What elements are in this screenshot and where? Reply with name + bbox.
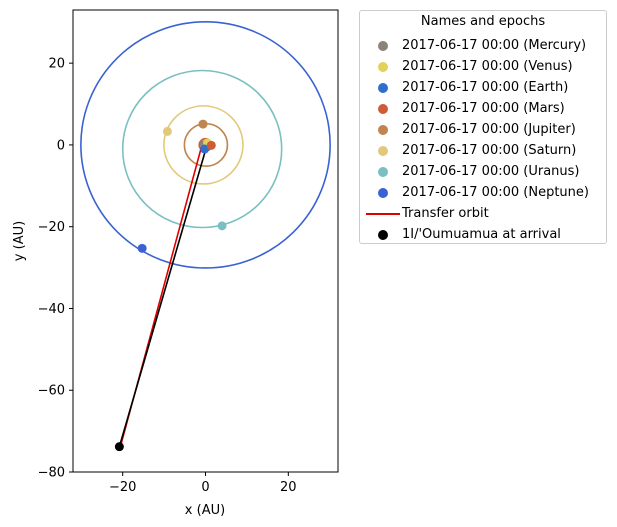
legend-item-transfer-orbit: Transfer orbit <box>364 203 489 224</box>
legend: Names and epochs 2017-06-17 00:00 (Mercu… <box>359 10 607 244</box>
legend-label: 1I/'Oumuamua at arrival <box>402 227 561 242</box>
point-2017-06-17-00-00-neptune <box>137 243 147 253</box>
point-2017-06-17-00-00-mars <box>206 140 216 150</box>
point-2017-06-17-00-00-saturn <box>162 126 172 136</box>
legend-marker <box>364 119 400 140</box>
y-tick-label: 0 <box>57 138 65 153</box>
x-tick-label: 20 <box>280 480 297 495</box>
legend-item-2017-06-17-00-00-venus: 2017-06-17 00:00 (Venus) <box>364 56 573 77</box>
y-ticks: 20 0 −20 −40 −60 −80 <box>38 57 73 481</box>
x-tick-label: 0 <box>201 480 209 495</box>
legend-marker <box>364 224 400 245</box>
legend-item-2017-06-17-00-00-saturn: 2017-06-17 00:00 (Saturn) <box>364 140 576 161</box>
orbit-uranus <box>121 69 283 229</box>
legend-label: 2017-06-17 00:00 (Jupiter) <box>402 122 576 137</box>
line-layer <box>118 145 207 447</box>
legend-item-2017-06-17-00-00-neptune: 2017-06-17 00:00 (Neptune) <box>364 182 589 203</box>
legend-marker <box>364 77 400 98</box>
legend-marker <box>364 140 400 161</box>
legend-item-2017-06-17-00-00-jupiter: 2017-06-17 00:00 (Jupiter) <box>364 119 576 140</box>
y-tick-label: −60 <box>38 384 65 399</box>
legend-marker <box>364 98 400 119</box>
legend-label: 2017-06-17 00:00 (Earth) <box>402 80 569 95</box>
axes-frame <box>72 9 339 473</box>
y-tick-label: −80 <box>38 466 65 481</box>
legend-label: 2017-06-17 00:00 (Uranus) <box>402 164 580 179</box>
y-tick-label: −20 <box>38 220 65 235</box>
legend-label: 2017-06-17 00:00 (Neptune) <box>402 185 589 200</box>
legend-marker <box>364 203 400 224</box>
legend-label: Transfer orbit <box>402 206 489 221</box>
legend-marker <box>364 161 400 182</box>
legend-item-1i-oumuamua-at-arrival: 1I/'Oumuamua at arrival <box>364 224 561 245</box>
legend-item-2017-06-17-00-00-mercury: 2017-06-17 00:00 (Mercury) <box>364 35 586 56</box>
point-layer <box>114 119 227 452</box>
legend-label: 2017-06-17 00:00 (Venus) <box>402 59 573 74</box>
legend-item-2017-06-17-00-00-earth: 2017-06-17 00:00 (Earth) <box>364 77 568 98</box>
y-axis-label: y (AU) <box>12 221 27 261</box>
y-tick-label: 20 <box>48 57 65 72</box>
point-2017-06-17-00-00-uranus <box>217 221 227 231</box>
y-tick-label: −40 <box>38 302 65 317</box>
legend-marker <box>364 35 400 56</box>
legend-label: 2017-06-17 00:00 (Saturn) <box>402 143 577 158</box>
point-1i-oumuamua-at-arrival <box>114 442 124 452</box>
x-axis-label: x (AU) <box>185 503 225 518</box>
legend-marker <box>364 56 400 77</box>
orbit-saturn <box>163 105 244 185</box>
legend-label: 2017-06-17 00:00 (Mercury) <box>402 38 587 53</box>
legend-marker <box>364 182 400 203</box>
x-ticks: −20 0 20 <box>109 472 297 495</box>
legend-item-2017-06-17-00-00-uranus: 2017-06-17 00:00 (Uranus) <box>364 161 580 182</box>
oumuamua-trajectory <box>118 150 207 447</box>
point-2017-06-17-00-00-earth <box>200 144 210 154</box>
legend-label: 2017-06-17 00:00 (Mars) <box>402 101 565 116</box>
legend-item-2017-06-17-00-00-mars: 2017-06-17 00:00 (Mars) <box>364 98 565 119</box>
orbit-neptune <box>80 21 331 269</box>
x-tick-label: −20 <box>109 480 136 495</box>
legend-title: Names and epochs <box>420 14 546 29</box>
point-2017-06-17-00-00-jupiter <box>198 119 208 129</box>
